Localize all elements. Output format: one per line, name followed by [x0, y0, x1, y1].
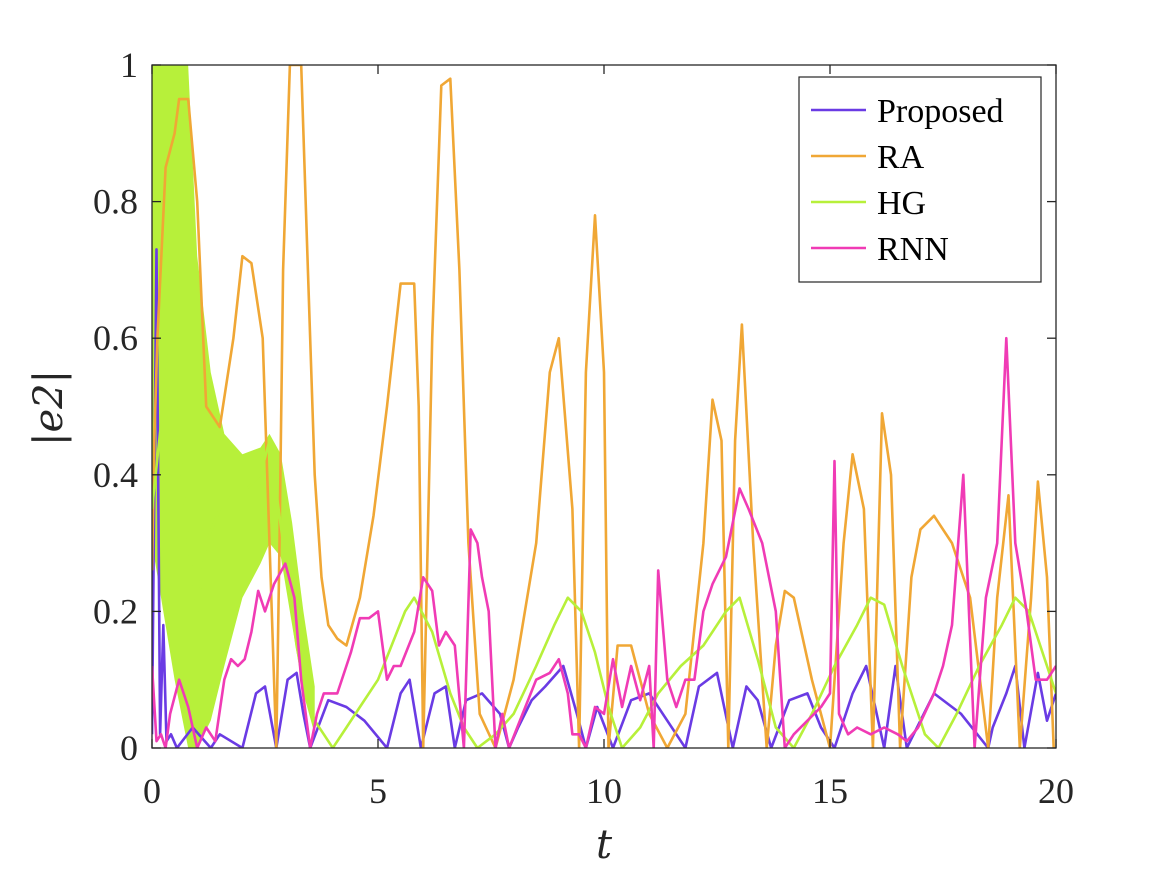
series-line-hg: [152, 336, 1056, 748]
legend-label-proposed: Proposed: [877, 93, 1004, 130]
plot-clip-group: [152, 65, 1056, 748]
legend-label-ra: RA: [877, 139, 925, 176]
x-tick-label: 10: [586, 771, 622, 811]
y-tick-label: 0.2: [93, 591, 138, 631]
y-tick-label: 0.4: [93, 455, 138, 495]
y-tick-label: 1: [120, 45, 138, 85]
x-tick-label: 5: [369, 771, 387, 811]
plot-area: [152, 65, 1056, 748]
y-axis-label: |e2|: [26, 370, 72, 446]
series-line-proposed: [152, 248, 1056, 748]
x-tick-label: 20: [1038, 771, 1074, 811]
y-tick-label: 0.6: [93, 318, 138, 358]
series-line-rnn: [152, 336, 1056, 748]
y-tick-label: 0.8: [93, 182, 138, 222]
x-tick-label: 0: [143, 771, 161, 811]
y-tick-label: 0: [120, 728, 138, 768]
x-axis-label: t: [596, 822, 613, 868]
axes: 0 5 10 15 20 0 0.2 0.4 0.6 0.8 1: [93, 45, 1074, 811]
y-axis-label-text: |e2|: [26, 370, 72, 446]
legend: Proposed RA HG RNN: [798, 76, 1042, 283]
series-line-ra: [152, 65, 1055, 748]
x-tick-label: 15: [812, 771, 848, 811]
legend-label-hg: HG: [877, 185, 926, 222]
legend-label-rnn: RNN: [877, 231, 949, 268]
